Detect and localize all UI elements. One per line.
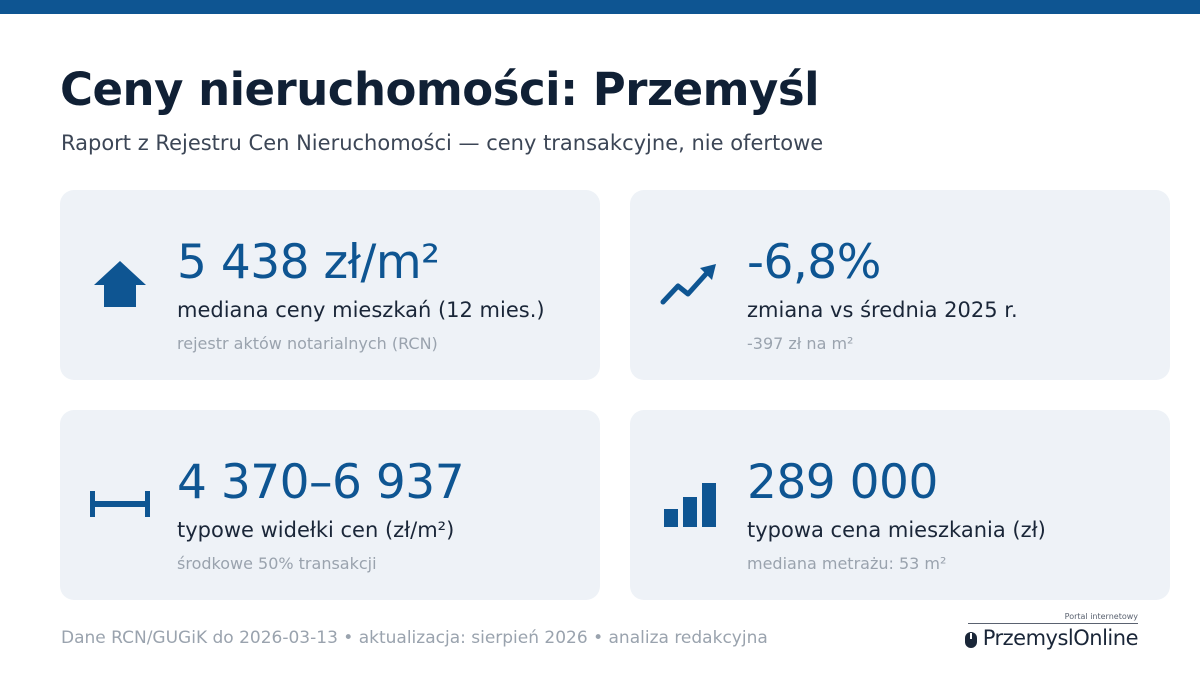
stat-card-price-range: 4 370–6 937 typowe widełki cen (zł/m²) ś… xyxy=(60,410,600,600)
stat-value: 4 370–6 937 xyxy=(177,455,465,510)
logo-wordmark: PrzemyslOnline xyxy=(982,624,1139,652)
stat-note: rejestr aktów notarialnych (RCN) xyxy=(177,334,438,353)
przemysl-online-logo[interactable]: Portal internetowy PrzemyslOnline xyxy=(958,612,1138,654)
trend-up-icon xyxy=(658,252,722,316)
logo-tagline: Portal internetowy xyxy=(1064,612,1138,621)
stat-note: środkowe 50% transakcji xyxy=(177,554,377,573)
stat-label: typowa cena mieszkania (zł) xyxy=(747,518,1046,542)
bar-chart-icon xyxy=(658,472,722,536)
stat-label: typowe widełki cen (zł/m²) xyxy=(177,518,455,542)
stat-value: 5 438 zł/m² xyxy=(177,235,440,290)
stat-value: -6,8% xyxy=(747,235,881,290)
stat-note: mediana metrażu: 53 m² xyxy=(747,554,947,573)
stat-label: mediana ceny mieszkań (12 mies.) xyxy=(177,298,545,322)
source-footer: Dane RCN/GUGiK do 2026-03-13 • aktualiza… xyxy=(61,628,768,648)
stat-note: -397 zł na m² xyxy=(747,334,854,353)
logo-word-online: Online xyxy=(1073,626,1138,650)
page-title: Ceny nieruchomości: Przemyśl xyxy=(60,63,820,116)
top-accent-bar xyxy=(0,0,1200,14)
mouse-icon xyxy=(965,632,977,648)
stat-value: 289 000 xyxy=(747,455,938,510)
logo-word-przemysl: Przemysl xyxy=(982,626,1074,650)
logo-rule xyxy=(968,623,1138,624)
house-arrow-icon xyxy=(88,252,152,316)
page-subtitle: Raport z Rejestru Cen Nieruchomości — ce… xyxy=(61,131,824,155)
stat-card-change: -6,8% zmiana vs średnia 2025 r. -397 zł … xyxy=(630,190,1170,380)
stat-card-typical-price: 289 000 typowa cena mieszkania (zł) medi… xyxy=(630,410,1170,600)
stat-label: zmiana vs średnia 2025 r. xyxy=(747,298,1018,322)
stat-card-median-price: 5 438 zł/m² mediana ceny mieszkań (12 mi… xyxy=(60,190,600,380)
range-icon xyxy=(88,472,152,536)
